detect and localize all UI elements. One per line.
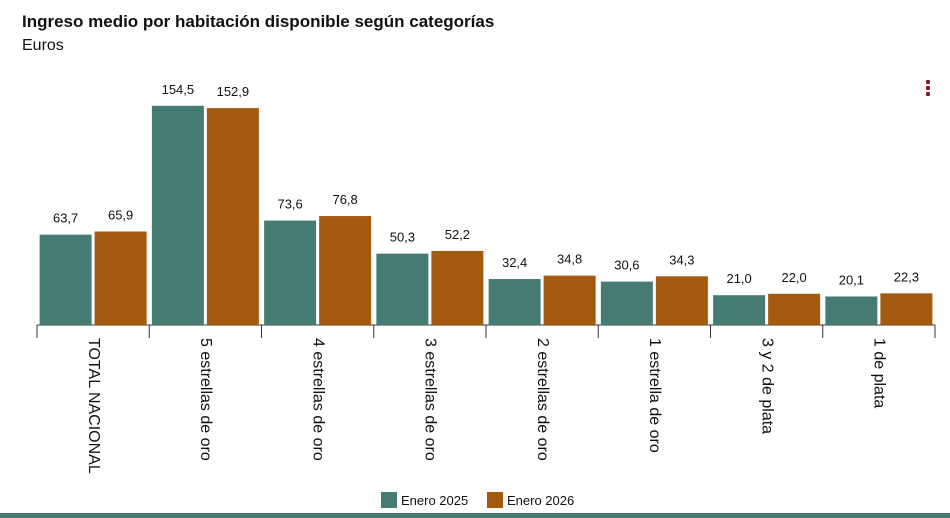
value-label: 34,3 [669,252,694,267]
value-label: 22,3 [894,269,919,284]
bar [319,216,372,325]
bar [431,250,484,325]
value-label: 76,8 [332,192,357,207]
x-tick-label: 3 estrellas de oro [422,338,439,461]
chart-title: Ingreso medio por habitación disponible … [22,12,494,31]
x-tick-label: 3 y 2 de plata [758,338,775,434]
value-label: 152,9 [217,84,250,99]
legend-swatch[interactable] [381,492,397,508]
bar [880,293,933,325]
x-tick-label: 1 de plata [871,338,888,408]
bar [768,293,821,325]
value-label: 20,1 [839,272,864,287]
menu-icon[interactable] [926,80,930,96]
value-label: 50,3 [390,230,415,245]
bar [94,231,147,325]
bar [206,108,259,326]
bar [825,296,878,325]
bar [39,234,92,325]
bar [264,220,317,325]
x-tick-label: 4 estrellas de oro [309,338,326,461]
bar [488,279,541,325]
legend-label[interactable]: Enero 2026 [507,493,574,508]
menu-dot[interactable] [926,80,930,84]
menu-dot[interactable] [926,92,930,96]
bar [376,253,429,325]
bar [543,275,596,325]
x-tick-label: 5 estrellas de oro [197,338,214,461]
bar [655,276,708,325]
value-label: 63,7 [53,211,78,226]
bar [151,105,204,325]
value-label: 52,2 [445,227,470,242]
value-label: 32,4 [502,255,527,270]
value-label: 22,0 [781,270,806,285]
menu-dot[interactable] [926,86,930,90]
x-tick-label: 2 estrellas de oro [534,338,551,461]
x-tick-label: 1 estrella de oro [646,338,663,453]
x-tick-label: TOTAL NACIONAL [85,338,102,474]
value-label: 65,9 [108,208,133,223]
bar [713,295,766,325]
chart-subtitle: Euros [22,37,64,54]
legend-swatch[interactable] [487,492,503,508]
value-label: 73,6 [277,197,302,212]
legend-label[interactable]: Enero 2025 [401,493,468,508]
value-label: 21,0 [726,271,751,286]
value-label: 34,8 [557,252,582,267]
value-label: 154,5 [162,82,195,97]
value-label: 30,6 [614,258,639,273]
footer-bar [0,513,950,518]
bar [600,281,653,325]
